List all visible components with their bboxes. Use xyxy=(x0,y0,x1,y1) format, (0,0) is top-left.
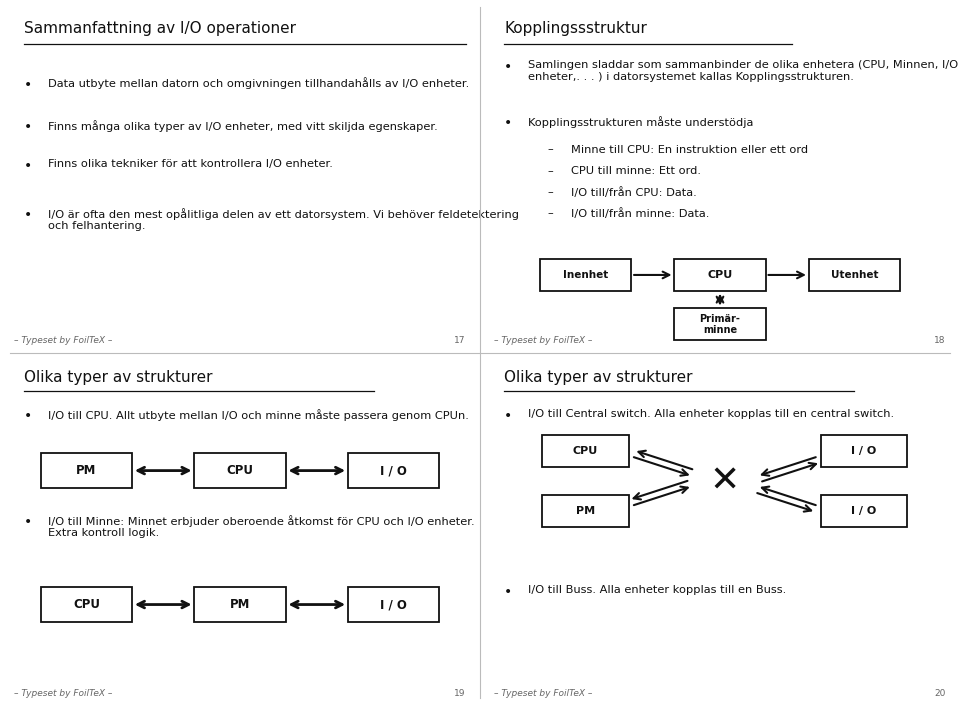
FancyBboxPatch shape xyxy=(348,453,440,488)
Text: CPU: CPU xyxy=(573,446,598,456)
Text: CPU till minne: Ett ord.: CPU till minne: Ett ord. xyxy=(571,166,701,176)
Text: –: – xyxy=(547,187,553,197)
Text: PM: PM xyxy=(76,464,97,477)
FancyBboxPatch shape xyxy=(194,587,286,623)
Text: –: – xyxy=(547,208,553,218)
Text: I/O till CPU. Allt utbyte mellan I/O och minne måste passera genom CPUn.: I/O till CPU. Allt utbyte mellan I/O och… xyxy=(48,409,468,421)
Text: CPU: CPU xyxy=(227,464,253,477)
Text: – Typeset by FoilTeX –: – Typeset by FoilTeX – xyxy=(494,336,592,345)
Text: Olika typer av strukturer: Olika typer av strukturer xyxy=(24,370,212,385)
Text: PM: PM xyxy=(576,506,595,516)
FancyBboxPatch shape xyxy=(821,495,907,527)
Text: Olika typer av strukturer: Olika typer av strukturer xyxy=(504,370,692,385)
Text: Inenhet: Inenhet xyxy=(563,270,609,280)
Text: I / O: I / O xyxy=(380,598,407,611)
Text: CPU: CPU xyxy=(73,598,100,611)
Text: I/O till/från minne: Data.: I/O till/från minne: Data. xyxy=(571,208,709,219)
Text: I / O: I / O xyxy=(852,446,876,456)
Text: –: – xyxy=(547,166,553,176)
Text: •: • xyxy=(24,159,33,173)
Text: Data utbyte mellan datorn och omgivningen tillhandahålls av I/O enheter.: Data utbyte mellan datorn och omgivninge… xyxy=(48,78,469,90)
Text: I/O till Minne: Minnet erbjuder oberoende åtkomst för CPU och I/O enheter.
Extra: I/O till Minne: Minnet erbjuder oberoend… xyxy=(48,515,474,538)
Text: PM: PM xyxy=(229,598,251,611)
Text: •: • xyxy=(24,78,33,92)
Text: •: • xyxy=(504,116,513,130)
Text: 17: 17 xyxy=(454,336,466,345)
Text: – Typeset by FoilTeX –: – Typeset by FoilTeX – xyxy=(14,336,112,345)
Text: I / O: I / O xyxy=(380,464,407,477)
Text: I/O till Central switch. Alla enheter kopplas till en central switch.: I/O till Central switch. Alla enheter ko… xyxy=(528,409,894,419)
Text: – Typeset by FoilTeX –: – Typeset by FoilTeX – xyxy=(494,689,592,698)
FancyBboxPatch shape xyxy=(674,259,765,290)
FancyBboxPatch shape xyxy=(808,259,900,290)
Text: •: • xyxy=(504,585,513,599)
FancyBboxPatch shape xyxy=(542,436,629,467)
Text: I / O: I / O xyxy=(852,506,876,516)
Text: –: – xyxy=(547,145,553,154)
Text: Finns olika tekniker för att kontrollera I/O enheter.: Finns olika tekniker för att kontrollera… xyxy=(48,159,333,168)
Text: I/O är ofta den mest opålitliga delen av ett datorsystem. Vi behöver feldetekter: I/O är ofta den mest opålitliga delen av… xyxy=(48,208,519,231)
Text: Kopplingssstruktur: Kopplingssstruktur xyxy=(504,21,647,36)
Text: I/O till/från CPU: Data.: I/O till/från CPU: Data. xyxy=(571,187,697,197)
Text: •: • xyxy=(24,120,33,134)
Text: •: • xyxy=(24,515,33,529)
Text: 19: 19 xyxy=(454,689,466,698)
FancyBboxPatch shape xyxy=(674,309,765,341)
FancyBboxPatch shape xyxy=(542,495,629,527)
Text: •: • xyxy=(504,60,513,74)
Text: – Typeset by FoilTeX –: – Typeset by FoilTeX – xyxy=(14,689,112,698)
FancyBboxPatch shape xyxy=(40,587,132,623)
Text: Primär-
minne: Primär- minne xyxy=(700,314,740,335)
FancyBboxPatch shape xyxy=(540,259,632,290)
Text: Utenhet: Utenhet xyxy=(830,270,878,280)
Text: •: • xyxy=(504,409,513,423)
Text: 18: 18 xyxy=(934,336,946,345)
Text: ✕: ✕ xyxy=(709,464,740,498)
Text: Finns många olika typer av I/O enheter, med vitt skiljda egenskaper.: Finns många olika typer av I/O enheter, … xyxy=(48,120,438,132)
FancyBboxPatch shape xyxy=(194,453,286,488)
Text: Kopplingsstrukturen måste understödja: Kopplingsstrukturen måste understödja xyxy=(528,116,754,128)
Text: 20: 20 xyxy=(934,689,946,698)
FancyBboxPatch shape xyxy=(348,587,440,623)
Text: CPU: CPU xyxy=(708,270,732,280)
Text: Samlingen sladdar som sammanbinder de olika enhetera (CPU, Minnen, I/O
enheter,.: Samlingen sladdar som sammanbinder de ol… xyxy=(528,60,958,82)
Text: I/O till Buss. Alla enheter kopplas till en Buss.: I/O till Buss. Alla enheter kopplas till… xyxy=(528,585,786,595)
FancyBboxPatch shape xyxy=(821,436,907,467)
Text: Sammanfattning av I/O operationer: Sammanfattning av I/O operationer xyxy=(24,21,296,36)
Text: •: • xyxy=(24,409,33,423)
FancyBboxPatch shape xyxy=(40,453,132,488)
Text: •: • xyxy=(24,208,33,222)
Text: Minne till CPU: En instruktion eller ett ord: Minne till CPU: En instruktion eller ett… xyxy=(571,145,808,154)
